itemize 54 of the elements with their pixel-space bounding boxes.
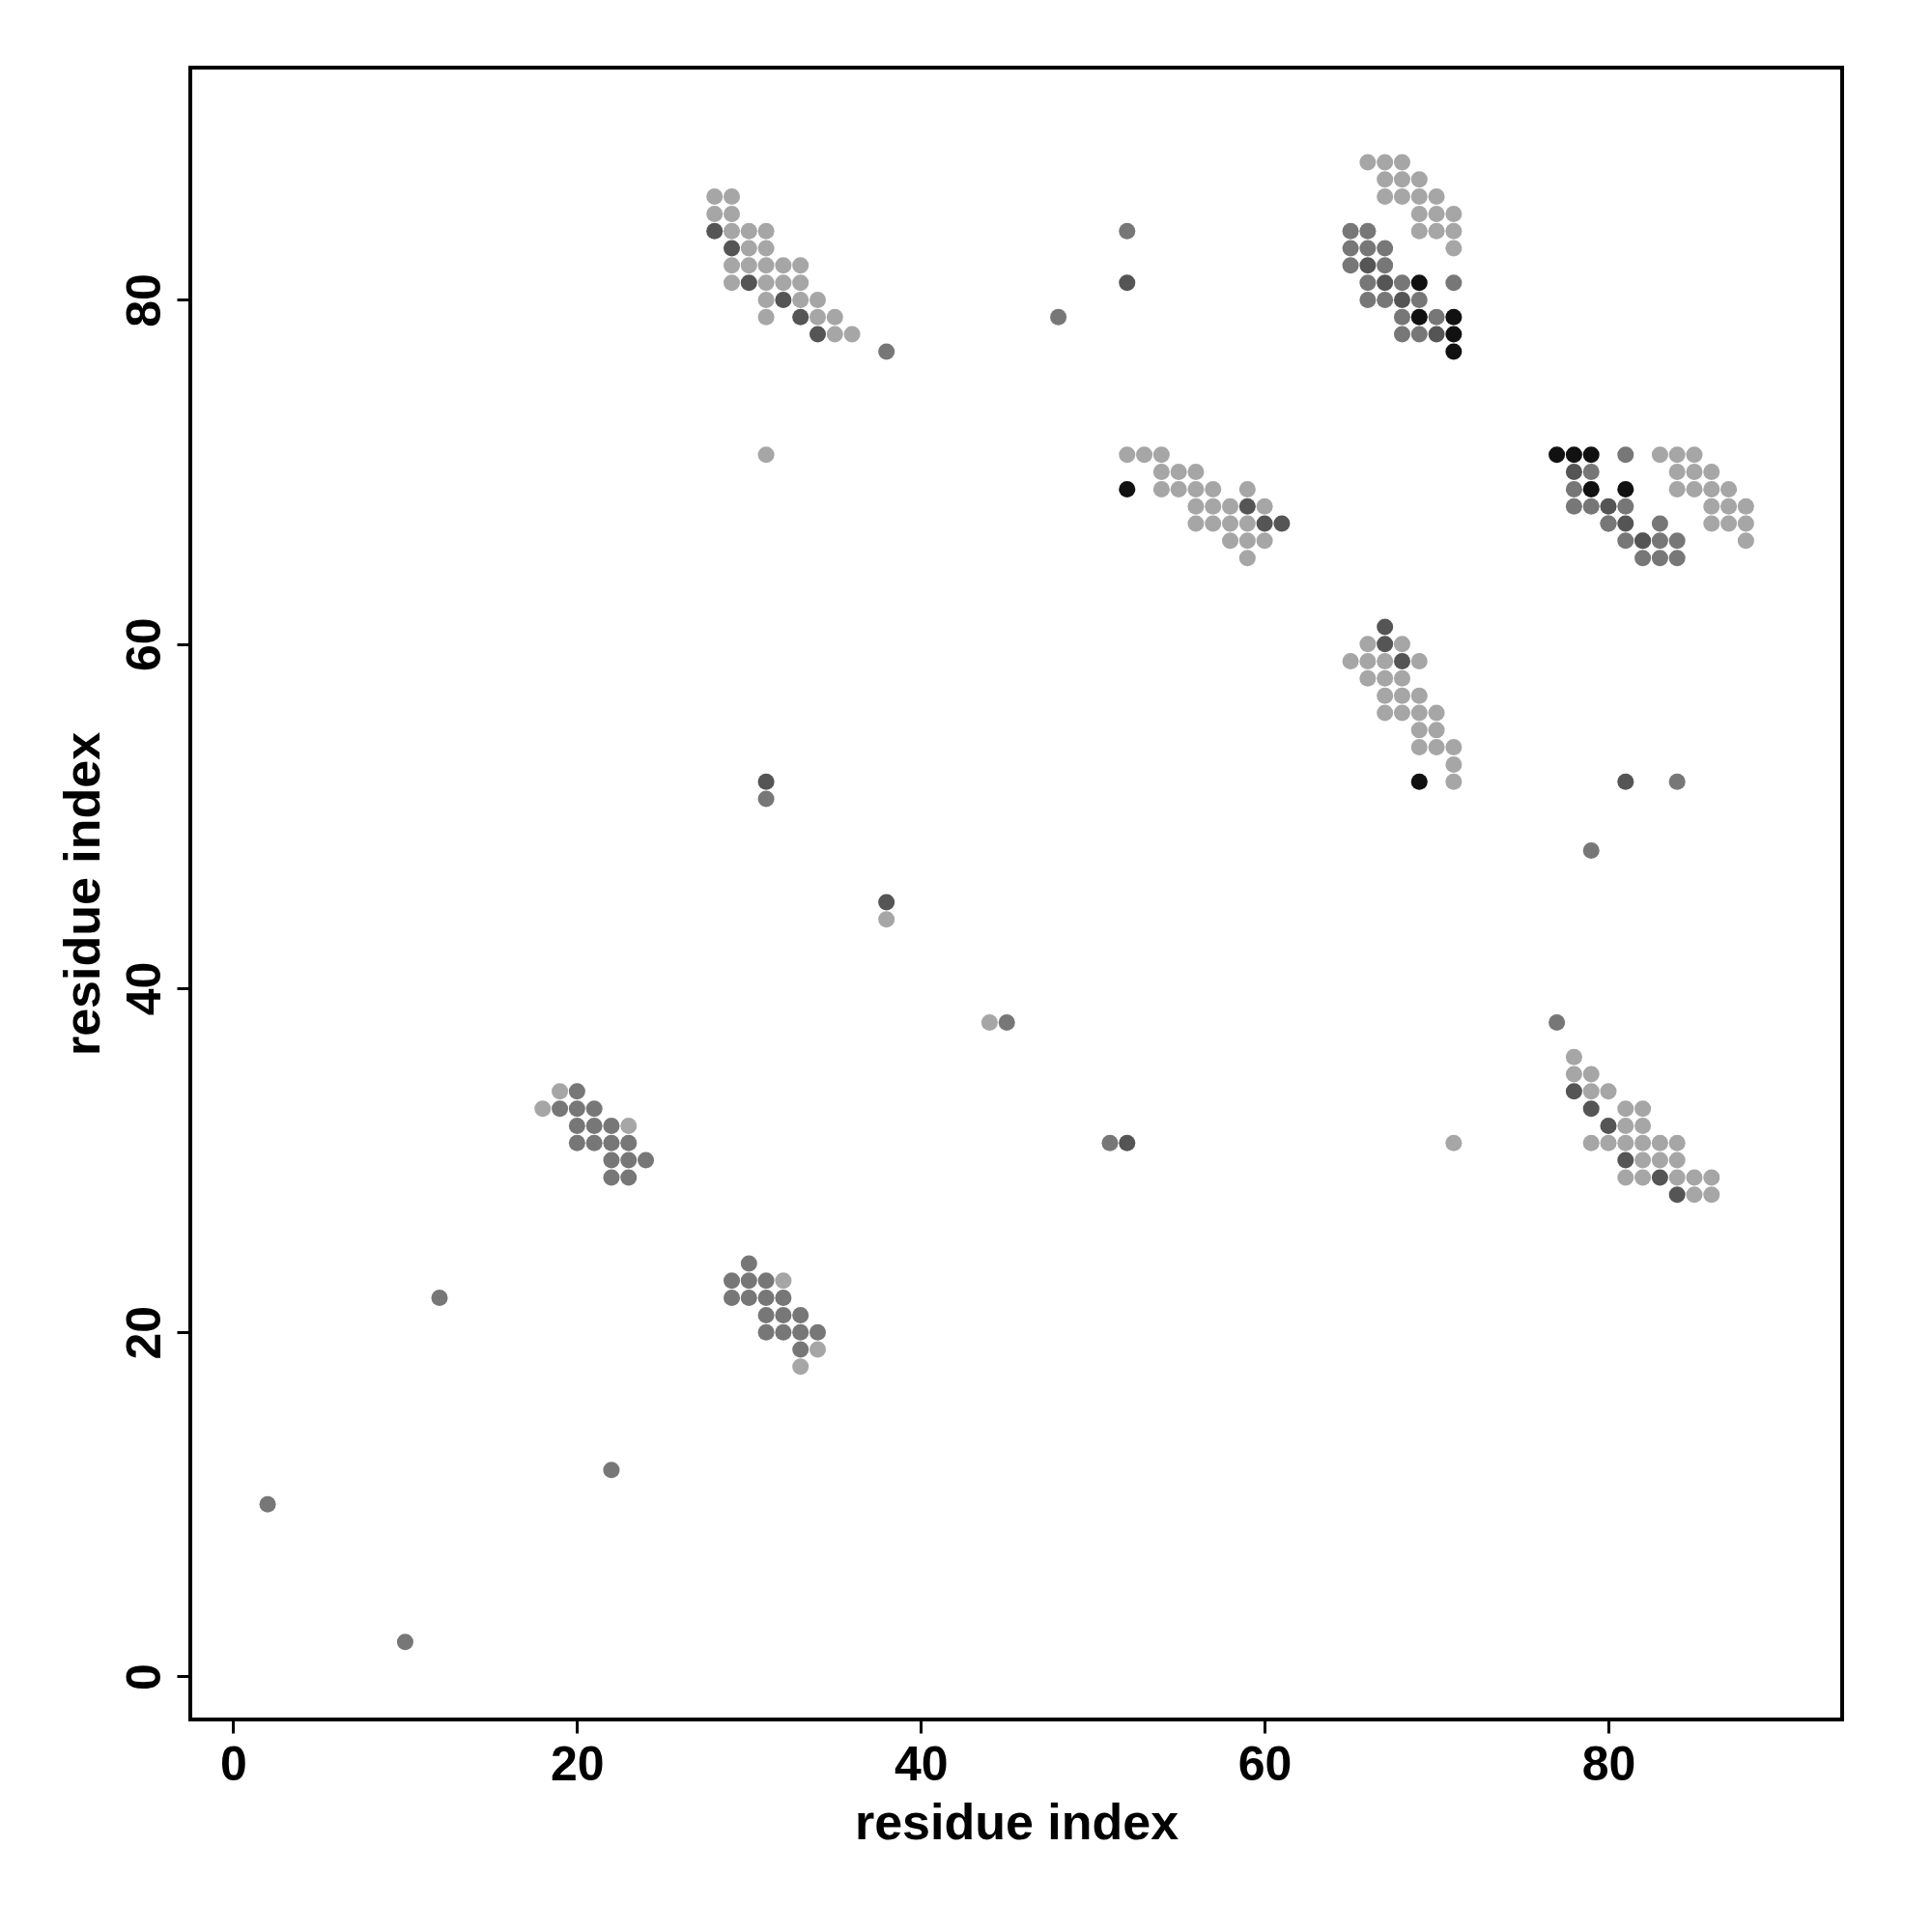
point xyxy=(1393,653,1410,670)
point xyxy=(1359,257,1377,274)
point xyxy=(1582,1100,1600,1118)
x-tick-label: 20 xyxy=(551,1736,605,1791)
point xyxy=(1119,480,1136,497)
point xyxy=(1445,343,1463,360)
x-tick-label: 80 xyxy=(1581,1736,1636,1791)
point xyxy=(792,308,810,326)
point xyxy=(1256,515,1273,532)
y-tick-label: 80 xyxy=(116,273,171,327)
point xyxy=(1668,1186,1686,1204)
point xyxy=(1582,446,1600,464)
point xyxy=(1445,308,1463,326)
point xyxy=(1651,1169,1668,1186)
y-axis-title: residue index xyxy=(53,731,110,1057)
x-tick-label: 40 xyxy=(894,1736,949,1791)
point xyxy=(1119,1134,1136,1151)
point xyxy=(1377,636,1394,653)
point xyxy=(1548,446,1566,464)
point xyxy=(775,291,792,308)
y-tick-label: 40 xyxy=(116,961,171,1016)
point xyxy=(1617,515,1634,532)
point xyxy=(1410,308,1428,326)
point xyxy=(1445,326,1463,343)
point xyxy=(723,240,741,257)
point xyxy=(1617,773,1634,790)
y-tick-label: 0 xyxy=(116,1663,171,1690)
y-tick-label: 60 xyxy=(116,617,171,672)
point xyxy=(1617,480,1634,497)
point xyxy=(1565,446,1582,464)
point xyxy=(1617,1151,1634,1169)
point xyxy=(1377,274,1394,292)
point xyxy=(757,773,775,790)
point xyxy=(1428,326,1445,343)
point xyxy=(1273,515,1291,532)
point xyxy=(1600,497,1617,515)
point xyxy=(1238,497,1256,515)
point xyxy=(706,222,724,240)
y-tick-label: 20 xyxy=(116,1305,171,1360)
x-axis-title: residue index xyxy=(854,1793,1179,1850)
point xyxy=(740,274,757,292)
point xyxy=(1565,1083,1582,1100)
point xyxy=(1393,291,1410,308)
x-tick-label: 60 xyxy=(1237,1736,1293,1791)
point xyxy=(878,894,895,911)
point xyxy=(1410,773,1428,790)
x-tick-label: 0 xyxy=(220,1736,247,1791)
point xyxy=(809,326,826,343)
point xyxy=(1119,274,1136,292)
point xyxy=(1377,618,1394,636)
point xyxy=(1582,480,1600,497)
point xyxy=(1600,1117,1617,1134)
point xyxy=(1565,464,1582,481)
point xyxy=(1410,274,1428,292)
